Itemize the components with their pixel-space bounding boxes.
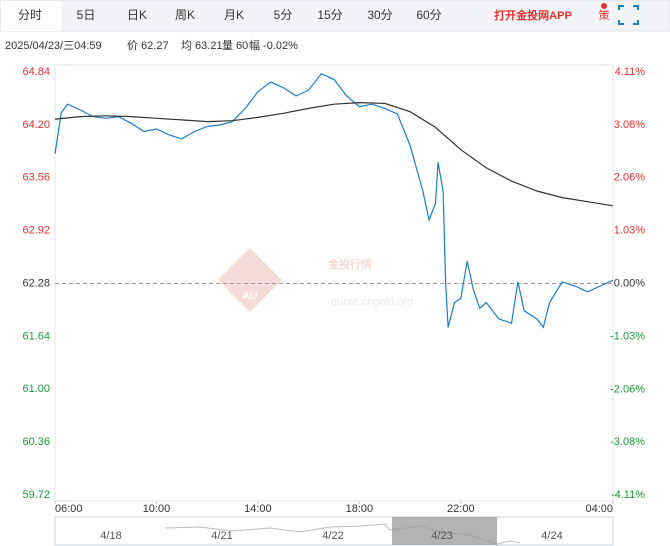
navigator-date: 4/22 [322,530,343,542]
info-text: 量 60 [222,39,248,52]
tab[interactable]: 30分 [367,8,392,22]
y2-tick-label: 3.08% [614,119,645,131]
info-text: 价 62.27 [127,39,169,52]
y2-tick-label: -4.11% [611,489,645,501]
x-tick-label: 18:00 [346,503,374,515]
y2-tick-label: 2.06% [614,171,645,183]
app-link[interactable]: 打开金投网APP [494,8,572,22]
info-text: 2025/04/23/三04:59 [5,40,102,52]
series-line [54,72,614,329]
watermark: 金投行情 [328,257,372,271]
navigator-date: 4/23 [431,530,452,542]
badge [601,3,607,9]
navigator-date: 4/21 [211,530,232,542]
plot-frame [54,64,614,502]
navigator [54,516,614,546]
x-tick-label: 04:00 [585,503,613,515]
tab[interactable]: 月K [224,8,244,22]
tab-bar [0,0,670,32]
tab[interactable]: 分时 [18,8,42,22]
y-tick-label: 62.28 [22,277,50,289]
watermark-url: quote.cngold.org [331,296,413,308]
y2-tick-label: -1.03% [610,330,645,342]
tab[interactable]: 周K [175,8,195,22]
navigator-selection[interactable] [392,517,497,545]
series-line [54,101,614,207]
y-tick-label: 61.64 [22,330,50,342]
tab[interactable]: 5分 [274,8,293,22]
fullscreen-icon[interactable] [618,5,639,25]
watermark-logo-shape [218,248,282,312]
info-text: 幅 -0.02% [249,39,298,52]
x-tick-label: 10:00 [143,503,171,515]
y2-tick-label: -3.08% [610,436,645,448]
x-tick-label: 22:00 [447,503,475,515]
y-tick-label: 62.92 [22,225,50,237]
info-text: 均 63.21 [181,39,223,52]
y-tick-label: 60.36 [22,436,50,448]
navigator-date: 4/18 [100,530,121,542]
y-tick-label: 63.56 [22,172,50,184]
y2-tick-label: 1.03% [614,224,645,236]
strategy-icon[interactable]: 策 [599,8,610,22]
navigator-date: 4/24 [541,530,562,542]
x-tick-label: 06:00 [55,503,83,515]
tab[interactable]: 日K [127,8,147,22]
y-tick-label: 64.20 [22,119,50,131]
y2-tick-label: 4.11% [615,66,646,78]
tab[interactable]: 15分 [317,8,342,22]
y-tick-label: 64.84 [22,66,50,78]
watermark-logo: AU [242,290,257,302]
tab[interactable]: 5日 [77,8,96,22]
y-tick-label: 61.00 [22,383,50,395]
tab[interactable]: 60分 [416,8,441,22]
y2-tick-label: 0.00% [614,277,645,289]
y2-tick-label: -2.06% [610,383,645,395]
y-tick-label: 59.72 [22,489,50,501]
active-tab-bg [1,1,61,31]
x-tick-label: 14:00 [244,503,272,515]
